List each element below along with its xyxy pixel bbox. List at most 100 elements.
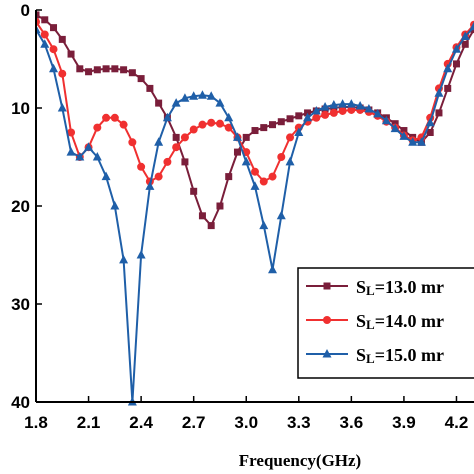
data-point [137,75,145,83]
legend-label: SL=14.0 mr [356,311,444,332]
x-tick-label: 3.0 [234,413,258,432]
x-tick-label: 2.7 [182,413,206,432]
data-point [346,99,356,108]
data-point [163,157,172,166]
data-point [381,115,391,125]
legend-entry-3: SL=15.0 mr [306,345,444,366]
data-point [154,172,163,181]
data-point [320,102,330,111]
legend-marker [322,349,332,358]
data-point [312,113,321,122]
data-point [390,123,400,133]
data-point [425,117,435,127]
axes: 1.8 2.1 2.4 2.7 3.0 3.3 3.6 3.9 4.2 0 10 20 30 40 [11,1,474,432]
data-point [119,120,128,129]
data-point [50,24,58,32]
data-point [128,69,136,77]
data-point [67,50,75,58]
data-point [58,35,66,43]
data-point [92,152,102,161]
x-tick-label: 4.2 [445,413,469,432]
data-point [224,123,233,132]
data-point [67,128,76,137]
data-point [172,133,180,141]
data-point [66,147,76,156]
data-point [469,21,474,31]
legend-marker [323,316,331,324]
data-point [49,63,59,73]
data-point [190,187,198,195]
data-point [180,133,189,142]
y-tick-label: 20 [11,197,30,216]
data-point [399,131,409,140]
data-point [321,110,330,119]
data-point [259,177,268,186]
data-point [110,113,119,122]
legend: SL=13.0 mr SL=14.0 mr SL=15.0 mr [297,267,474,379]
data-point [57,103,67,112]
data-point [102,65,110,73]
data-point [137,162,146,171]
data-point [444,84,452,92]
data-point [206,91,216,100]
data-point [155,99,163,107]
data-point [136,250,146,259]
x-axis-title: Frequency(GHz) [239,451,361,470]
y-tick-label: 0 [21,1,30,20]
data-point [189,91,199,100]
x-tick-label: 3.9 [392,413,416,432]
data-point [216,202,224,210]
data-point [286,115,294,123]
series-3 [36,21,474,406]
y-tick-label: 10 [11,99,30,118]
plot-area [36,11,474,406]
data-point [84,142,94,151]
series-line-2 [36,21,474,183]
data-point [259,220,269,230]
data-point [41,16,49,24]
data-point [207,222,215,230]
data-point [40,30,49,39]
data-point [93,66,101,74]
data-point [241,156,251,166]
x-tick-label: 2.1 [77,413,101,432]
series-line-1 [36,14,474,228]
data-point [355,101,365,110]
y-tick-label: 30 [11,295,30,314]
data-point [452,60,460,68]
data-point [364,103,374,113]
data-point [76,65,84,73]
data-point [162,112,172,122]
data-point [268,264,278,274]
legend-label: SL=13.0 mr [356,277,444,298]
data-point [154,137,164,146]
data-point [242,133,250,141]
data-point [49,45,58,54]
data-point [75,152,85,161]
data-point [146,84,154,92]
data-point [120,66,128,74]
x-tick-label: 3.6 [340,413,364,432]
data-point [295,112,303,120]
data-point [171,98,181,107]
data-point [180,93,190,102]
legend-entry-2: SL=14.0 mr [306,311,444,332]
x-tick-label: 1.8 [24,413,48,432]
data-point [269,121,277,129]
data-point [119,254,129,264]
data-point [311,105,321,115]
data-point [251,167,259,176]
data-point [224,112,234,122]
data-point [58,69,67,78]
data-point [172,143,181,152]
data-point [36,11,40,19]
data-point [286,133,295,142]
data-point [181,158,189,166]
data-point [232,132,242,141]
data-point [207,118,216,127]
data-point [198,120,207,129]
data-point [128,138,137,147]
data-point [250,181,260,190]
data-point [408,137,418,146]
